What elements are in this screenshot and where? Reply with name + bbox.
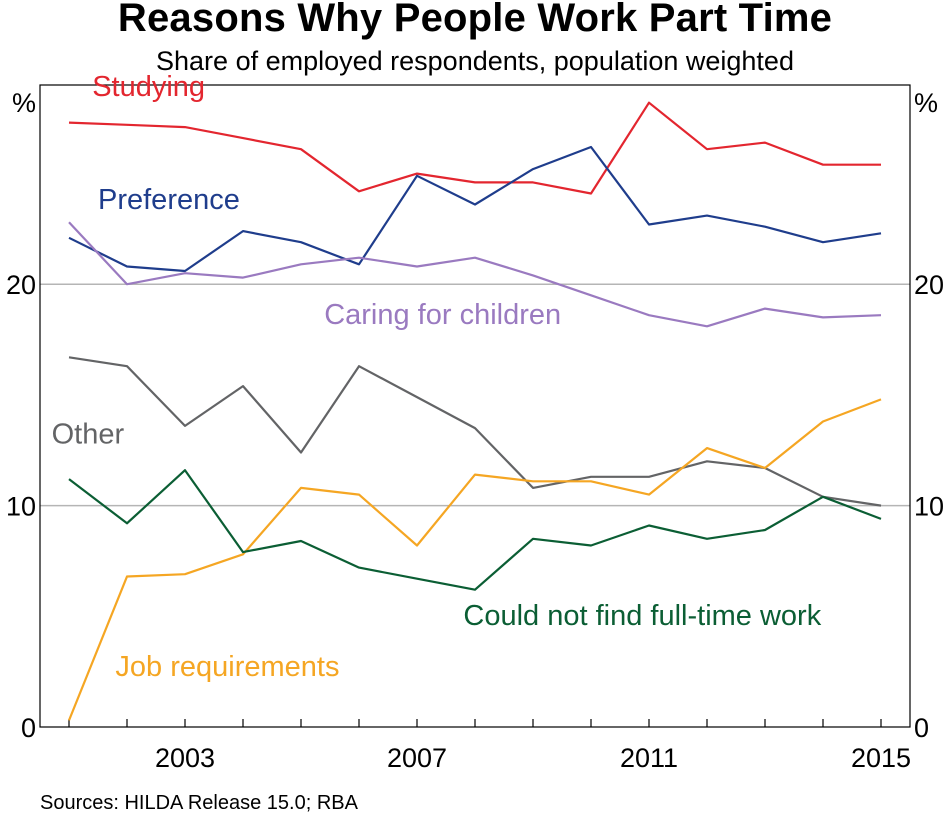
series-label-could-not-find-full-time-work: Could not find full-time work xyxy=(463,600,821,632)
y-tick-label-right: 0 xyxy=(914,713,929,743)
series-line-preference xyxy=(68,145,882,273)
y-tick-label-right: 10 xyxy=(914,492,944,522)
series-label-caring-for-children: Caring for children xyxy=(324,299,561,331)
series-labels: Studying Preference Caring for children Oth… xyxy=(52,71,822,683)
axis-tick-labels: 0 0 10 10 20 20% % 2003 2007 2011 2015 xyxy=(6,88,944,773)
series-line-job-requirements xyxy=(67,398,882,721)
series-label-other: Other xyxy=(52,419,125,451)
series-line-could-not-find-full-time-work xyxy=(68,469,882,591)
series-line-studying xyxy=(68,101,881,195)
y-unit-label-left: % xyxy=(12,88,36,118)
chart-subtitle: Share of employed respondents, populatio… xyxy=(156,46,794,76)
y-unit-label-right: % xyxy=(914,88,938,118)
series-label-job-requirements: Job requirements xyxy=(115,651,339,683)
y-tick-label-right: 20 xyxy=(914,270,944,300)
series-line-caring-for-children xyxy=(68,221,882,328)
x-tick-label: 2015 xyxy=(851,743,911,773)
gridlines xyxy=(40,283,910,507)
x-tick-marks xyxy=(68,719,882,727)
y-tick-label-left: 20 xyxy=(6,270,36,300)
x-tick-label: 2011 xyxy=(620,743,678,773)
y-tick-label-left: 10 xyxy=(6,492,36,522)
series-line-other xyxy=(68,356,882,507)
chart-title: Reasons Why People Work Part Time xyxy=(117,0,833,40)
series-label-studying: Studying xyxy=(92,71,205,103)
series-label-preference: Preference xyxy=(98,184,240,216)
series-lines xyxy=(67,101,882,721)
x-tick-label: 2007 xyxy=(387,743,447,773)
y-tick-label-left: 0 xyxy=(21,713,36,743)
x-tick-label: 2003 xyxy=(155,743,215,773)
source-note: Sources: HILDA Release 15.0; RBA xyxy=(40,792,358,814)
